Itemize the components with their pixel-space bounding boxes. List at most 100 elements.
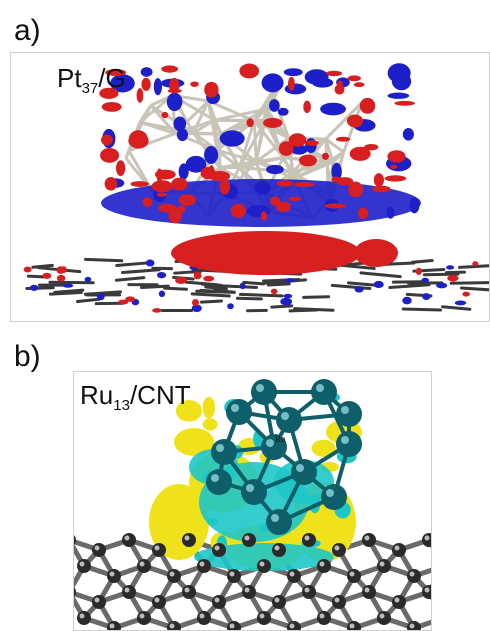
graphene-bond	[173, 269, 203, 275]
carbon-atom-highlight	[379, 613, 385, 619]
pt-pt-bond	[239, 166, 293, 174]
panel-a-title-subscript: 37	[81, 80, 99, 98]
panel-a-label: a)	[14, 14, 41, 47]
carbon-atom-highlight	[409, 623, 415, 629]
graphene-bond	[346, 281, 377, 287]
ru-atom-highlight	[341, 436, 349, 444]
carbon-atom	[182, 585, 196, 599]
depletion-lobe	[185, 155, 207, 173]
pt-pt-bond	[215, 133, 223, 151]
depletion-lobe	[140, 67, 153, 77]
cnt-carbon-atoms	[74, 533, 431, 630]
carbon-atom	[182, 533, 196, 547]
accumulation-lobe	[99, 87, 119, 99]
graphene-isosurface-dot	[239, 282, 246, 290]
panel-b-title-substrate: /CNT	[129, 380, 191, 410]
depletion-lobe	[207, 517, 219, 526]
accumulation-lobe	[288, 196, 302, 201]
accumulation-lobe	[230, 203, 247, 218]
depletion-lobe	[266, 164, 284, 175]
carbon-atom-highlight	[124, 535, 130, 541]
carbon-atom-highlight	[364, 587, 370, 593]
carbon-atom-highlight	[169, 571, 175, 577]
ru-atom-highlight	[211, 474, 219, 482]
carbon-atom-highlight	[259, 561, 265, 567]
graphene-isosurface-dot	[118, 299, 129, 305]
pt-pt-bond	[214, 107, 267, 122]
graphene-bond	[204, 285, 228, 291]
accumulation-lobe	[105, 69, 127, 77]
carbon-atom-highlight	[169, 623, 175, 629]
depletion-lobe	[261, 73, 284, 93]
depletion-lobe	[254, 180, 271, 195]
graphene-isosurface-dot	[447, 274, 459, 282]
accumulation-lobe	[156, 192, 168, 197]
carbon-atom	[317, 611, 331, 625]
graphene-bond	[190, 292, 231, 298]
ru-atom-highlight	[316, 384, 324, 392]
carbon-atom	[347, 569, 361, 583]
graphene-bond	[444, 270, 467, 275]
accumulation-lobe	[187, 434, 209, 448]
depletion-lobe	[153, 78, 163, 96]
carbon-atom	[257, 559, 271, 573]
carbon-atom	[152, 543, 166, 557]
carbon-atom	[77, 611, 91, 625]
accumulation-lobe	[276, 180, 294, 187]
carbon-atom-highlight	[304, 587, 310, 593]
ru-atom	[266, 509, 292, 535]
graphene-bond	[140, 284, 170, 290]
accumulation-lobe	[354, 239, 398, 267]
graphene-bond	[53, 288, 85, 294]
carbon-atom	[92, 595, 106, 609]
carbon-atom	[362, 533, 376, 547]
graphene-bond	[48, 291, 83, 296]
panel-a-figure: Pt37/G	[10, 52, 490, 322]
ru-atom	[241, 479, 267, 505]
graphene-bond	[302, 295, 331, 299]
carbon-atom-highlight	[289, 571, 295, 577]
carbon-atom-highlight	[349, 623, 355, 629]
carbon-atom-highlight	[289, 623, 295, 629]
graphene-isosurface-dot	[193, 271, 202, 280]
graphene-isosurface-dot	[29, 284, 39, 291]
carbon-atom-highlight	[274, 545, 280, 551]
depletion-lobe	[386, 206, 395, 219]
accumulation-lobe	[387, 150, 406, 163]
depletion-lobe	[331, 162, 342, 181]
pt-pt-bond	[291, 160, 334, 174]
carbon-atom	[392, 543, 406, 557]
pt-pt-bond	[216, 148, 257, 164]
graphene-isosurface-dot	[152, 308, 162, 313]
graphene-isosurface-dot	[156, 271, 167, 279]
accumulation-lobe	[202, 418, 218, 431]
carbon-atom-highlight	[394, 545, 400, 551]
accumulation-lobe	[100, 134, 113, 146]
accumulation-lobe	[293, 181, 315, 187]
carbon-atom-highlight	[259, 613, 265, 619]
ru-atom	[336, 431, 362, 457]
graphene-isosurface-dot	[472, 261, 479, 267]
graphene-isosurface-dot	[284, 278, 295, 283]
graphene-isosurface-dot	[270, 288, 278, 295]
accumulation-lobe	[161, 111, 169, 119]
carbon-atom	[302, 585, 316, 599]
graphene-isosurface-dot	[125, 296, 136, 302]
pt-pt-bond	[324, 101, 363, 141]
accumulation-lobe	[104, 177, 118, 191]
graphene-isosurface-dot	[415, 267, 422, 276]
carbon-atom-highlight	[319, 613, 325, 619]
depletion-lobe	[387, 92, 410, 99]
carbon-atom	[377, 611, 391, 625]
carbon-atom-highlight	[244, 535, 250, 541]
graphene-bond	[288, 308, 319, 313]
depletion-lobe	[290, 144, 308, 155]
graphene-isosurface-dot	[421, 277, 429, 283]
panel-a-title-element: Pt	[57, 63, 82, 93]
graphene-bond	[121, 268, 161, 275]
carbon-atom-highlight	[94, 545, 100, 551]
carbon-atom	[332, 595, 346, 609]
interface-accumulation-lobe	[171, 231, 361, 275]
charge-accumulation-isosurface	[99, 63, 415, 275]
ru-atom	[206, 469, 232, 495]
